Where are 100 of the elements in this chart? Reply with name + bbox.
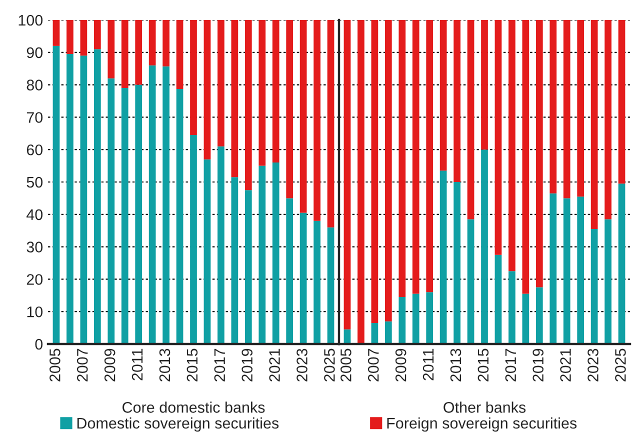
bar: [508, 20, 516, 272]
y-tick-label: 40: [26, 209, 43, 220]
x-tick-label: 2025: [324, 348, 335, 382]
bar: [258, 166, 266, 344]
x-tick-label: 2009: [104, 348, 116, 382]
bar: [231, 177, 238, 344]
bar: [190, 20, 197, 136]
x-tick-label: 2013: [159, 348, 170, 382]
bar: [94, 49, 101, 344]
y-tick-label: 60: [26, 144, 43, 156]
x-tick-label: 2015: [186, 348, 198, 382]
x-tick-label: 2023: [296, 348, 308, 382]
bar: [94, 20, 101, 50]
bar: [454, 182, 460, 344]
bar: [52, 20, 60, 46]
bar: [494, 20, 502, 255]
x-tick-label: 2011: [132, 348, 143, 380]
bar: [148, 20, 156, 66]
bar: [66, 20, 74, 54]
bar: [494, 254, 502, 344]
bar: [218, 146, 224, 344]
bar: [162, 66, 170, 344]
x-tick-label: 2023: [588, 348, 598, 382]
bar: [286, 198, 294, 344]
bar: [176, 20, 184, 90]
bar: [204, 20, 211, 160]
bar: [135, 84, 142, 344]
bar: [590, 228, 598, 344]
bar: [344, 20, 351, 330]
x-tick-label: 2017: [505, 348, 516, 382]
bar: [384, 321, 392, 344]
bar: [162, 20, 170, 66]
bar: [590, 20, 598, 229]
x-tick-label: 2005: [340, 348, 352, 382]
bar: [204, 159, 211, 344]
bar: [258, 20, 266, 166]
bar: [481, 20, 488, 150]
bar: [536, 287, 543, 344]
bar: [371, 20, 378, 323]
bar: [327, 20, 334, 228]
bar: [577, 20, 584, 197]
bar: [467, 20, 474, 220]
bar: [440, 170, 447, 344]
bar: [272, 20, 280, 163]
x-tick-label: 2007: [368, 348, 379, 382]
bar: [52, 46, 60, 344]
bar: [218, 20, 224, 146]
x-tick-label: 2019: [532, 348, 544, 382]
y-tick-label: 90: [26, 47, 43, 58]
bar: [618, 184, 626, 344]
x-tick-label: 2009: [395, 348, 406, 382]
bar: [300, 20, 307, 213]
y-tick-label: 100: [18, 14, 43, 26]
bar: [286, 20, 294, 198]
legend-label: Domestic sovereign securities: [77, 417, 279, 432]
bar: [231, 20, 238, 178]
x-axis-title: Core domestic banks: [122, 402, 265, 413]
bar: [108, 78, 115, 344]
bar: [244, 20, 252, 190]
bar: [454, 20, 460, 182]
bar: [176, 89, 184, 344]
y-tick-label: 50: [26, 176, 43, 188]
x-tick-label: 2017: [214, 348, 226, 382]
bar: [135, 20, 142, 85]
bar: [563, 198, 570, 344]
bar: [300, 212, 307, 344]
bar: [604, 20, 612, 220]
bar: [467, 219, 474, 344]
y-tick-label: 20: [26, 274, 43, 285]
bar: [371, 322, 378, 344]
bar: [412, 20, 420, 294]
bar: [108, 20, 115, 78]
bar: [412, 294, 420, 344]
bar: [80, 56, 88, 344]
bar: [190, 135, 197, 344]
bar: [244, 190, 252, 344]
x-axis-title: Other banks: [444, 402, 526, 413]
bar: [327, 227, 334, 344]
bar: [522, 294, 530, 344]
bar: [398, 20, 406, 298]
bar: [121, 88, 128, 344]
bar: [508, 271, 516, 344]
bar: [272, 162, 280, 344]
bar: [148, 65, 156, 344]
x-tick-label: 2015: [478, 348, 489, 382]
bar: [384, 20, 392, 322]
bar: [121, 20, 128, 88]
y-tick-label: 0: [35, 338, 43, 350]
x-tick-label: 2021: [560, 348, 571, 382]
x-tick-label: 2025: [615, 348, 626, 382]
x-tick-label: 2005: [50, 348, 60, 382]
x-tick-label: 2019: [242, 348, 253, 382]
bar: [481, 150, 488, 344]
x-tick-label: 2007: [76, 348, 88, 382]
bar: [550, 20, 557, 194]
bar: [398, 297, 406, 344]
bar: [604, 219, 612, 344]
bar: [522, 20, 530, 294]
bar: [358, 20, 364, 344]
bar: [577, 196, 584, 344]
